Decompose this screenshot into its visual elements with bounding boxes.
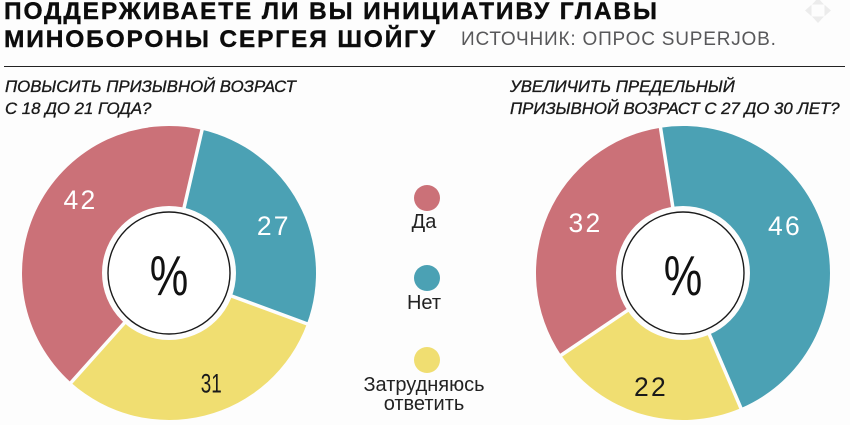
svg-text:%: % (150, 244, 189, 308)
svg-text:32: 32 (569, 208, 603, 238)
svg-text:%: % (664, 244, 703, 308)
svg-text:27: 27 (257, 211, 291, 241)
svg-text:46: 46 (768, 211, 802, 241)
svg-text:42: 42 (64, 185, 98, 215)
svg-text:22: 22 (634, 372, 668, 402)
svg-text:31: 31 (201, 369, 222, 399)
